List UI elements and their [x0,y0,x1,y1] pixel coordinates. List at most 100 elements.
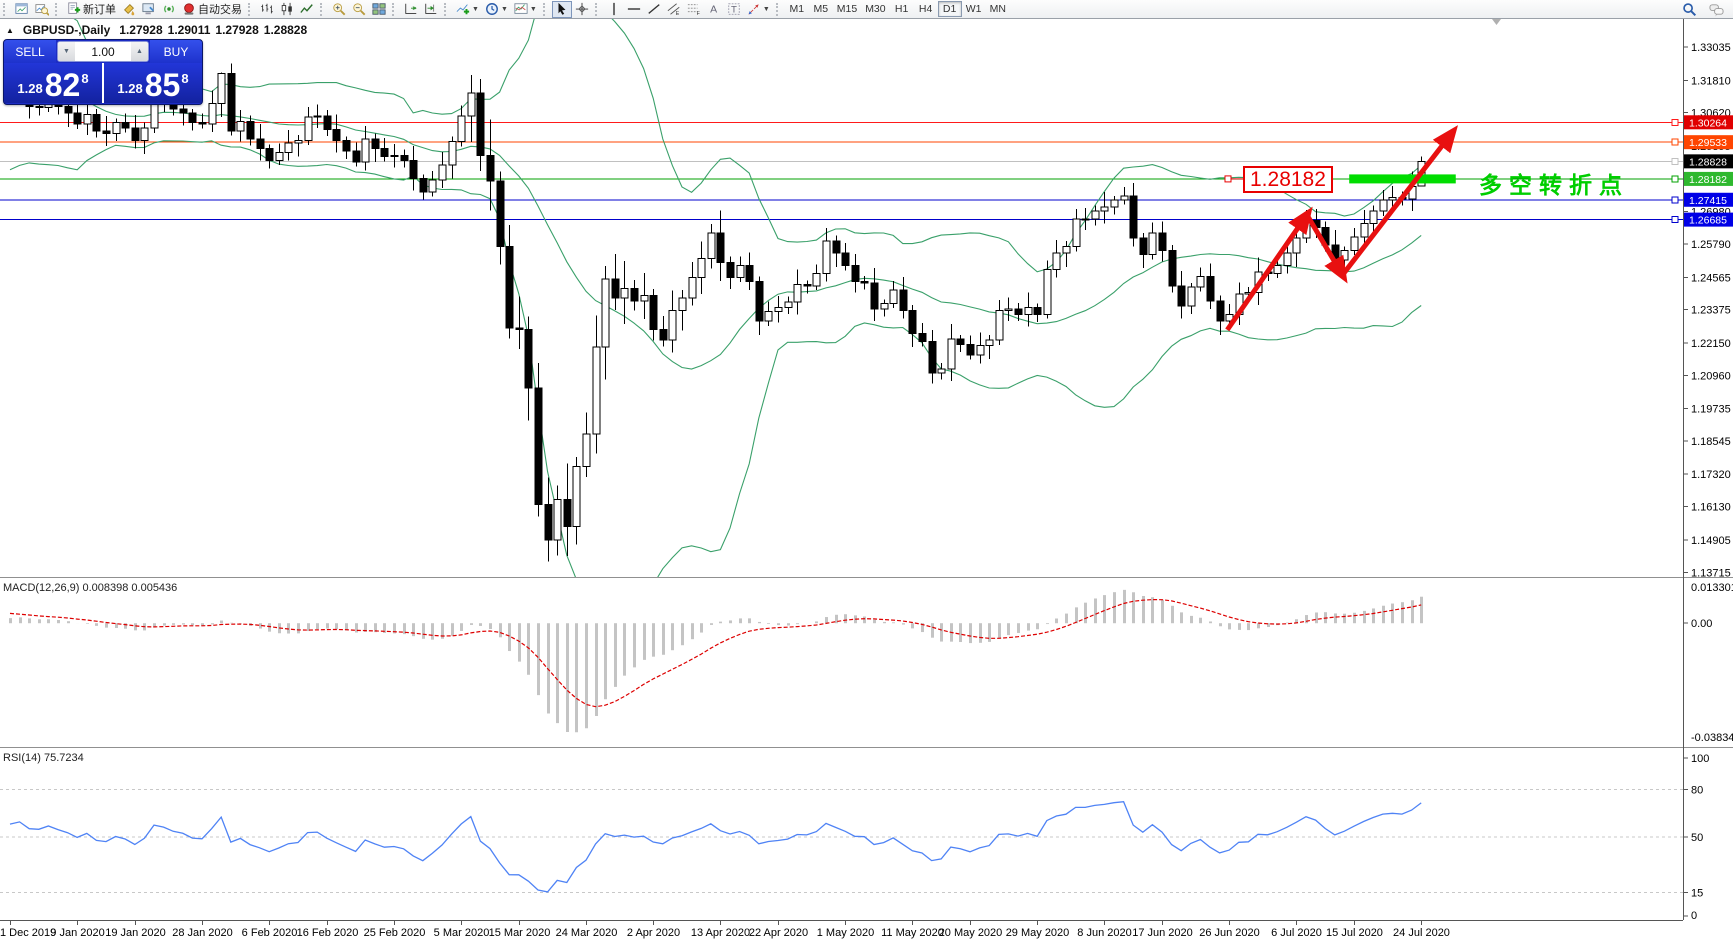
svg-text:80: 80 [1691,785,1703,797]
svg-text:1.27415: 1.27415 [1689,195,1727,207]
search-icon [1683,3,1697,17]
new-order-button[interactable]: 新订单 [64,1,119,18]
svg-text:13 Apr 2020: 13 Apr 2020 [691,927,750,939]
metaeditor-button[interactable] [139,1,159,18]
timeframe-m15-button[interactable]: M15 [833,1,861,17]
sell-price-prefix: 1.28 [17,81,43,96]
svg-text:24 Jul 2020: 24 Jul 2020 [1393,927,1450,939]
autotrading-button[interactable]: 自动交易 [179,1,245,18]
svg-text:F: F [696,11,699,16]
macd-indicator-label: MACD(12,26,9) 0.008398 0.005436 [3,582,178,594]
svg-text:9 Jan 2020: 9 Jan 2020 [50,927,104,939]
sell-price[interactable]: 1.28 82 8 [4,63,102,103]
timeframe-m5-button[interactable]: M5 [809,1,833,17]
ohlc-open: 1.27928 [119,23,163,37]
candlestick-chart-button[interactable] [277,1,297,18]
channel-tool-button[interactable]: E [664,1,684,18]
signals-button[interactable] [159,1,179,18]
zoom-in-button[interactable] [329,1,349,18]
svg-text:6 Jul 2020: 6 Jul 2020 [1271,927,1322,939]
timeframe-d1-button[interactable]: D1 [937,1,962,17]
svg-text:1.29533: 1.29533 [1689,137,1727,149]
support-zone-bar[interactable] [1349,174,1456,184]
sell-button[interactable]: SELL [4,40,56,63]
arrows-tool-button[interactable]: ▼ [744,1,773,18]
text-label-icon: T [728,3,740,16]
trendline-tool-button[interactable] [644,1,664,18]
timeframe-h4-button[interactable]: H4 [914,1,938,17]
tile-windows-button[interactable] [369,1,389,18]
crosshair-icon [575,2,588,16]
svg-text:1.16130: 1.16130 [1691,502,1731,514]
styler-button[interactable] [119,1,139,18]
toolbar-grip [3,2,10,16]
text-label-tool-button[interactable]: T [724,1,744,18]
chart-shift-marker[interactable] [1492,19,1501,25]
line-chart-button[interactable] [297,1,317,18]
sell-price-pips: 82 [44,66,81,103]
chat-button[interactable] [1706,1,1727,18]
svg-text:1.19735: 1.19735 [1691,404,1731,416]
spin-down-icon: ▼ [63,48,70,55]
spin-up-icon: ▲ [136,48,143,55]
svg-text:1.26685: 1.26685 [1689,215,1727,227]
trend-zigzag-arrows[interactable] [1225,125,1459,332]
text-tool-button[interactable]: A [704,1,724,18]
timeframe-h1-button[interactable]: H1 [890,1,914,17]
buy-price-point: 8 [181,71,189,86]
crosshair-tool-button[interactable] [572,1,592,18]
zoom-in-icon [333,3,346,16]
svg-text:0.013301: 0.013301 [1691,582,1733,594]
volume-decrease-button[interactable]: ▼ [58,42,75,61]
svg-text:22 Apr 2020: 22 Apr 2020 [749,927,808,939]
search-button[interactable] [1679,1,1700,18]
timeframe-w1-button[interactable]: W1 [962,1,986,17]
dropdown-caret-icon: ▼ [762,5,770,13]
annotation-note-text[interactable]: 多空转折点 [1479,172,1629,198]
new-chart-button[interactable] [12,1,32,18]
bar-chart-button[interactable] [257,1,277,18]
indicators-button[interactable]: ▼ [453,1,482,18]
profile-preview-button[interactable] [32,1,52,18]
timeframe-m30-button[interactable]: M30 [861,1,889,17]
svg-text:15: 15 [1691,887,1703,899]
auto-scroll-button[interactable] [401,1,421,18]
magnifier-chart-icon [35,4,49,16]
fibonacci-tool-button[interactable]: F [684,1,704,18]
price-level-text-object[interactable]: 1.28182 [1243,166,1333,193]
buy-button[interactable]: BUY [150,40,202,63]
timeframe-mn-button[interactable]: MN [986,1,1010,17]
ohlc-bars-icon [261,3,273,14]
periods-button[interactable]: ▼ [482,1,511,18]
templates-button[interactable]: ▼ [511,1,540,18]
svg-text:20 May 2020: 20 May 2020 [939,927,1003,939]
timeframe-m1-button[interactable]: M1 [785,1,809,17]
bollinger-bands [9,18,1422,577]
collapse-arrow-icon[interactable]: ▲ [6,25,14,35]
horizontal-line-tool-button[interactable] [624,1,644,18]
toolbar-grip [594,2,602,16]
sell-price-point: 8 [81,71,89,86]
chart-region: 1.330351.318101.306201.293951.282051.269… [0,18,1733,944]
svg-text:2 Apr 2020: 2 Apr 2020 [627,927,680,939]
volume-input[interactable] [75,42,131,61]
tile-windows-icon [372,3,386,15]
ohlc-low: 1.27928 [215,23,259,37]
auto-scroll-icon [405,3,417,14]
chart-shift-button[interactable] [421,1,441,18]
new-order-icon [68,2,81,14]
paint-bucket-icon [124,4,135,16]
buy-price[interactable]: 1.28 85 8 [104,63,202,103]
toolbar-grip [320,2,327,16]
toolbar-grip [542,2,550,16]
svg-text:0: 0 [1691,910,1697,922]
vertical-line-tool-button[interactable] [604,1,624,18]
equidistant-channel-icon: E [667,3,680,16]
svg-text:15 Jul 2020: 15 Jul 2020 [1326,927,1383,939]
toolbar-grip [248,2,255,16]
zoom-out-button[interactable] [349,1,369,18]
volume-increase-button[interactable]: ▲ [131,42,148,61]
chart-title: ▲ GBPUSD-,Daily 1.27928 1.29011 1.27928 … [6,23,307,37]
cursor-tool-button[interactable] [551,0,572,18]
signal-icon [163,5,175,13]
